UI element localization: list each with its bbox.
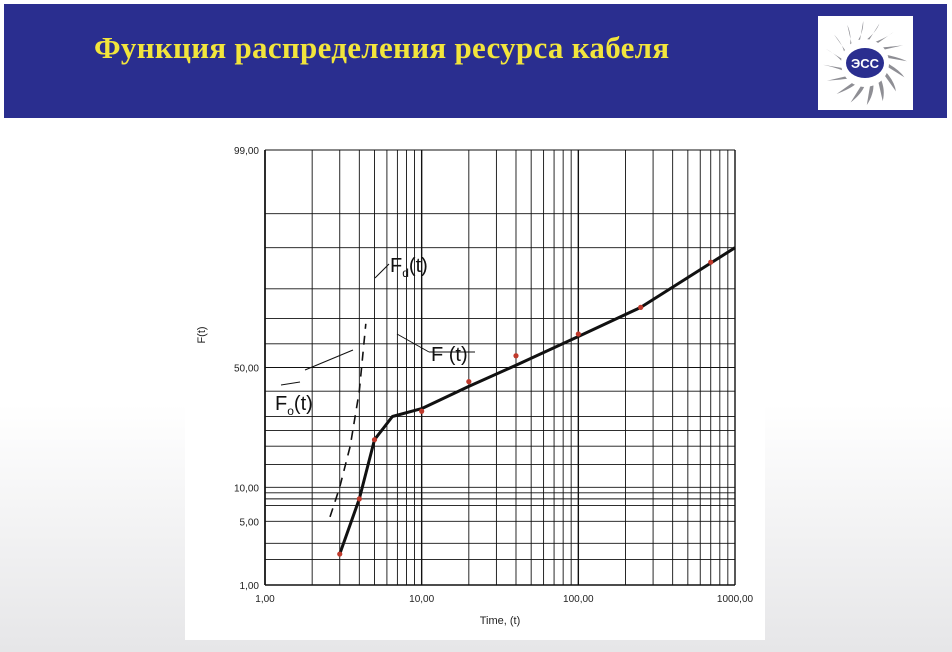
x-tick-label: 1000,00 xyxy=(717,594,754,605)
data-points xyxy=(337,259,714,557)
logo-ray xyxy=(823,64,845,72)
logo-ray xyxy=(856,21,864,43)
chart-container: 1,00 5,00 10,00 50,00 99,00 1,00 10,00 100,00 1… xyxy=(185,130,765,640)
annotation-f-main: F xyxy=(431,344,443,366)
y-tick-labels: 1,00 5,00 10,00 50,00 99,00 xyxy=(234,146,259,592)
y-tick-label: 50,00 xyxy=(234,364,259,375)
chart-grid xyxy=(264,149,736,586)
y-tick-label: 1,00 xyxy=(240,581,260,592)
x-axis-label: Time, (t) xyxy=(480,615,521,627)
data-point xyxy=(419,408,425,414)
logo-text: ЭСС xyxy=(851,56,880,71)
x-tick-label: 100,00 xyxy=(563,594,594,605)
slide-title: Функция распределения ресурса кабеля xyxy=(94,30,670,65)
logo-ray xyxy=(880,45,904,50)
pointer-fd xyxy=(374,263,390,279)
annotation-fd-sub: d xyxy=(402,266,409,280)
annotation-f-rest: (t) xyxy=(443,344,467,366)
data-point xyxy=(356,496,362,502)
logo-ray xyxy=(878,78,884,102)
pointer-fo-dash xyxy=(280,381,301,386)
data-point xyxy=(466,379,472,385)
y-tick-label: 99,00 xyxy=(234,146,259,157)
logo-ray xyxy=(825,48,844,63)
data-point xyxy=(575,331,581,337)
data-point xyxy=(337,551,343,557)
logo-ray xyxy=(873,32,894,45)
annotation-fo-sub: o xyxy=(287,404,294,418)
annotation-fd-rest: (t) xyxy=(409,255,428,277)
logo-ray xyxy=(847,24,852,48)
logo-ray xyxy=(865,23,880,42)
series-line-main xyxy=(338,246,736,555)
logo-ray xyxy=(885,54,907,62)
pointer-f xyxy=(396,333,430,353)
annotation-pointers xyxy=(280,263,475,386)
x-tick-label: 1,00 xyxy=(255,594,275,605)
data-point xyxy=(708,259,714,265)
logo-ray xyxy=(826,76,850,81)
series-line-dashed xyxy=(329,323,367,518)
logo-ray xyxy=(836,81,857,94)
y-tick-label: 10,00 xyxy=(234,483,259,494)
logo-ray xyxy=(850,84,865,103)
x-tick-labels: 1,00 10,00 100,00 1000,00 xyxy=(255,594,753,605)
pointer-fo xyxy=(304,349,354,371)
annotation-fd-main: F xyxy=(390,255,402,277)
company-logo: ЭСС xyxy=(818,16,913,110)
slide-header: Функция распределения ресурса кабеля ЭСС xyxy=(4,4,947,118)
annotation-fo-main: F xyxy=(275,393,287,415)
chart-series xyxy=(329,246,736,555)
annotation-fd: Fd(t) xyxy=(390,255,428,280)
logo-ray xyxy=(866,83,874,105)
data-point xyxy=(513,353,519,359)
y-axis-label: F(t) xyxy=(196,326,208,343)
annotation-f: F (t) xyxy=(431,344,468,366)
y-tick-label: 5,00 xyxy=(240,517,260,528)
logo-ray xyxy=(886,63,905,78)
data-point xyxy=(638,304,644,310)
data-point xyxy=(371,437,378,443)
annotation-fo: Fo(t) xyxy=(275,393,313,418)
logo-ray xyxy=(883,71,896,92)
logo-emblem-icon: ЭСС xyxy=(823,21,907,105)
x-tick-label: 10,00 xyxy=(409,594,434,605)
annotation-fo-rest: (t) xyxy=(294,393,313,415)
